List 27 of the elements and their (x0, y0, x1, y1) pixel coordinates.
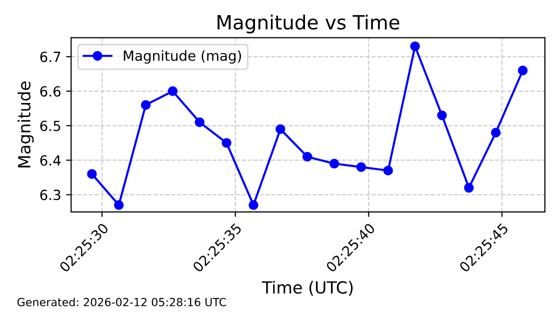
legend-label: Magnitude (mag) (124, 50, 242, 64)
point (356, 162, 366, 172)
point (464, 182, 474, 193)
point (518, 66, 528, 76)
point (329, 158, 340, 168)
point (114, 200, 124, 210)
y-tick-label: 6.7 (40, 52, 60, 62)
point (140, 100, 151, 110)
chart-title: Magnitude vs Time (218, 14, 400, 34)
y-tick-label: 6.6 (40, 86, 61, 97)
point (490, 128, 501, 138)
point (248, 200, 258, 210)
point (276, 124, 286, 134)
point (410, 41, 420, 52)
y-axis-title: Magnitude (18, 82, 34, 168)
y-tick-label: 6.5 (40, 120, 60, 132)
y-tick-label: 6.3 (40, 190, 60, 200)
x-axis-title: Time (UTC) (262, 280, 353, 296)
point (194, 117, 204, 128)
text: Generated: 2026-02-12 05:28:16 UTC (17, 298, 226, 306)
point (437, 110, 447, 120)
point (383, 166, 393, 176)
point (168, 86, 178, 96)
y-tick-label: 6.4 (40, 155, 61, 166)
point (302, 152, 312, 162)
point (222, 138, 232, 148)
point (87, 169, 97, 179)
